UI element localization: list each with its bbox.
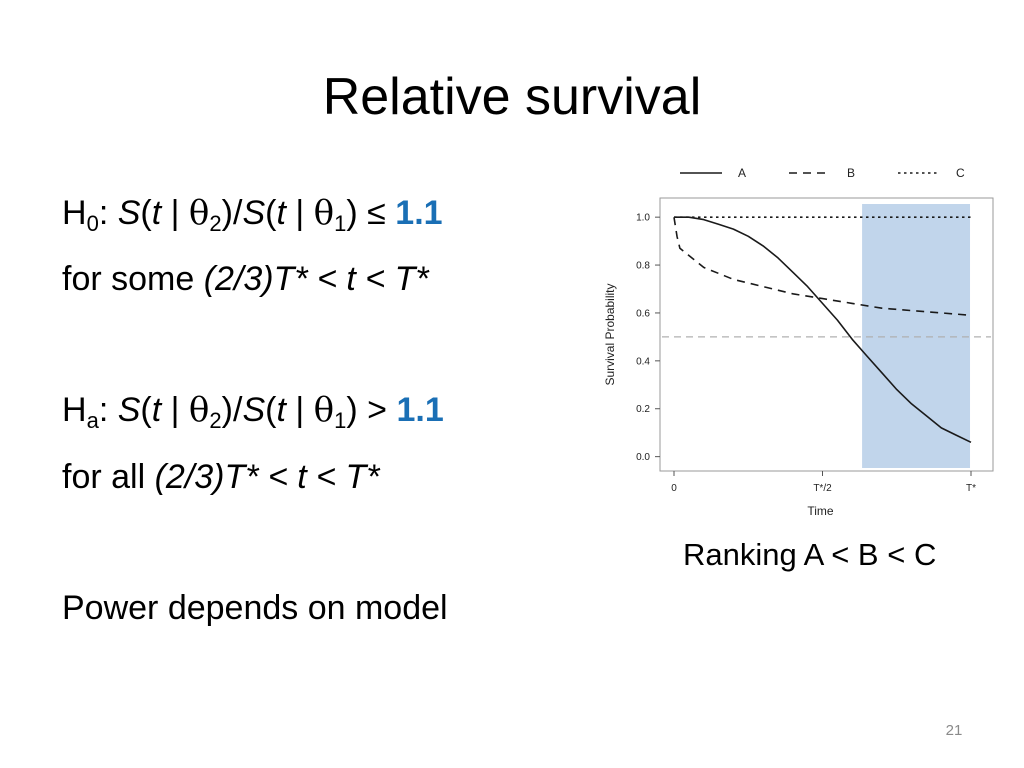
- h0-bar-denominator: |: [285, 194, 314, 232]
- x-tick-label: 0: [671, 483, 677, 494]
- ha-hypothesis: Ha: S(t | θ2)/S(t | θ1) > 1.1: [62, 390, 444, 433]
- h0-symbol: H: [62, 194, 87, 232]
- h0-open-paren-2: (: [265, 194, 277, 232]
- ha-close-paren: ): [346, 391, 358, 429]
- h0-condition: for some (2/3)T* < t < T*: [62, 259, 429, 299]
- h0-theta-sub-denominator: 1: [334, 211, 347, 236]
- h0-operator: ≤: [367, 194, 386, 232]
- ha-theta-numerator: θ: [188, 390, 210, 430]
- h0-subscript: 0: [86, 211, 99, 236]
- h0-open-paren: (: [140, 194, 152, 232]
- h0-theta-sub-numerator: 2: [209, 211, 222, 236]
- h0-theta-numerator: θ: [188, 193, 210, 233]
- ha-bar-denominator: |: [285, 391, 314, 429]
- chart-legend: A B C: [680, 166, 965, 180]
- y-axis: 0.0 0.2 0.4 0.6 0.8 1.0: [636, 213, 660, 463]
- h0-theta-denominator: θ: [313, 193, 335, 233]
- h0-condition-prefix: for some: [62, 260, 195, 298]
- h0-divider: )/: [221, 194, 243, 232]
- ha-bar-numerator: |: [161, 391, 189, 429]
- ha-theta-sub-numerator: 2: [209, 408, 222, 433]
- series-line-b: [673, 217, 972, 317]
- x-tick-label: T*/2: [813, 483, 832, 494]
- h0-t-numerator: t: [151, 194, 162, 232]
- h0-threshold: 1.1: [395, 194, 443, 232]
- x-axis-label: Time: [807, 504, 834, 518]
- ha-condition-prefix: for all: [62, 458, 146, 496]
- y-tick-label: 0.8: [636, 261, 650, 272]
- h0-s-numerator: S: [117, 194, 141, 232]
- ha-open-paren-2: (: [265, 391, 277, 429]
- x-axis: 0 T*/2 T*: [671, 471, 976, 494]
- ha-operator: >: [367, 391, 388, 429]
- legend-label-a: A: [738, 166, 746, 180]
- series-group: [673, 216, 972, 444]
- ha-theta-sub-denominator: 1: [334, 408, 347, 433]
- h0-bar-numerator: |: [161, 194, 189, 232]
- power-note: Power depends on model: [62, 589, 448, 627]
- ha-threshold: 1.1: [396, 391, 444, 429]
- h0-t-denominator: t: [276, 194, 286, 232]
- page-number: 21: [945, 722, 963, 739]
- h0-s-denominator: S: [242, 194, 266, 232]
- plot-frame: [659, 197, 994, 472]
- h0-close-paren: ): [346, 194, 358, 232]
- y-tick-label: 0.0: [636, 452, 650, 463]
- series-line-a: [674, 216, 972, 444]
- legend-label-b: B: [847, 166, 855, 180]
- ha-subscript: a: [86, 408, 99, 433]
- x-tick-label: T*: [966, 483, 976, 494]
- ha-t-denominator: t: [276, 391, 286, 429]
- slide-title: Relative survival: [322, 68, 702, 126]
- ha-divider: )/: [221, 391, 243, 429]
- ha-theta-denominator: θ: [313, 390, 335, 430]
- ha-condition-range: (2/3)T* < t < T*: [154, 458, 380, 496]
- ha-colon: :: [98, 391, 109, 429]
- ha-open-paren: (: [140, 391, 152, 429]
- y-tick-label: 0.2: [636, 404, 650, 415]
- y-axis-label: Survival Probability: [603, 283, 617, 385]
- ha-symbol: H: [62, 391, 87, 429]
- h0-condition-range: (2/3)T* < t < T*: [203, 260, 429, 298]
- ha-s-numerator: S: [117, 391, 141, 429]
- ranking-caption: Ranking A < B < C: [683, 537, 937, 572]
- legend-label-c: C: [956, 166, 965, 180]
- ha-s-denominator: S: [242, 391, 266, 429]
- ha-condition: for all (2/3)T* < t < T*: [62, 457, 379, 497]
- h0-colon: :: [98, 194, 109, 232]
- ha-t-numerator: t: [151, 391, 162, 429]
- shaded-region: [862, 204, 971, 468]
- y-tick-label: 0.4: [636, 356, 650, 367]
- y-tick-label: 1.0: [636, 213, 650, 224]
- y-tick-label: 0.6: [636, 308, 650, 319]
- h0-hypothesis: H0: S(t | θ2)/S(t | θ1) ≤ 1.1: [62, 193, 443, 236]
